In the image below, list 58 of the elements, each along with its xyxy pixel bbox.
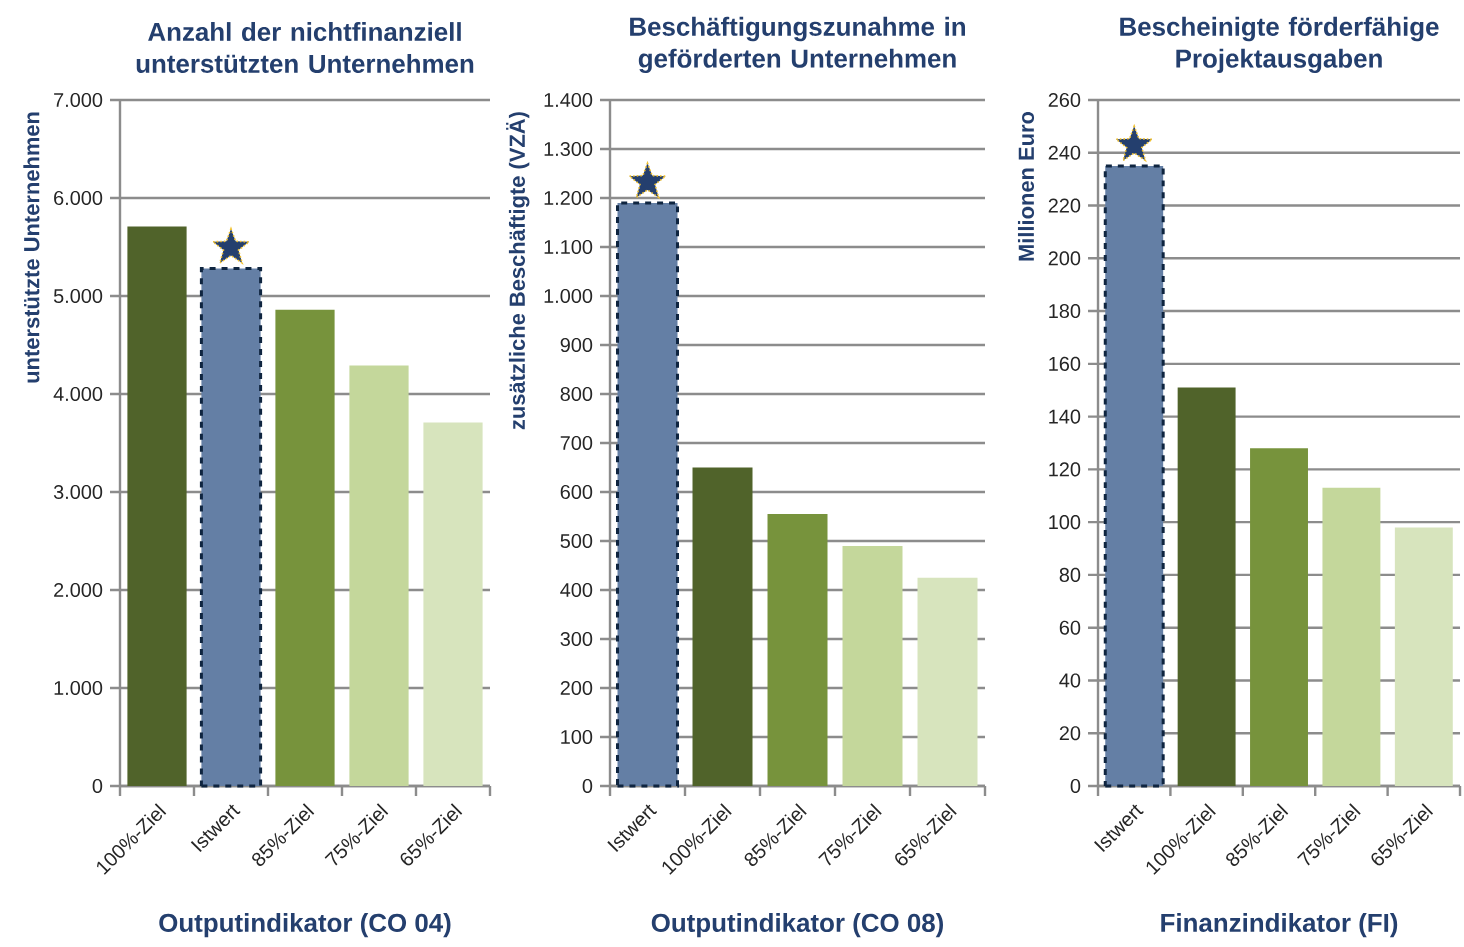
y-tick-label: 140 [1049,409,1081,424]
y-axis-title: zusätzliche Beschäftigte (VZÄ) [506,112,530,430]
y-tick-label: 100 [561,729,593,745]
y-tick-label: 2.000 [54,582,103,598]
y-tick-label: 300 [560,631,593,647]
y-tick-label: 240 [1048,145,1081,160]
y-tick-label: 20 [1059,726,1081,741]
bar [842,545,903,786]
y-tick-label: 80 [1059,567,1081,582]
chart-title: Anzahl der nichtfinanziell unterstützten Unternehmen [136,22,474,73]
y-tick-label: 160 [1049,356,1081,371]
y-tick-label: 400 [560,582,593,598]
y-tick-label: 500 [560,533,593,549]
y-tick-label: 6.000 [54,190,103,206]
y-tick-label: 60 [1059,620,1081,635]
y-tick-label: 220 [1048,198,1081,213]
y-tick-label: 260 [1048,92,1081,108]
y-tick-label: 1.300 [544,141,593,157]
x-axis-title: Finanzindikator (FI) [1161,913,1398,938]
y-axis-title: Millionen Euro [1017,111,1035,261]
y-tick-label: 0 [582,778,593,794]
x-axis-title: Outputindikator (CO 04) [159,913,451,938]
y-tick-label: 5.000 [53,288,103,304]
bar [767,514,828,786]
y-tick-label: 180 [1049,304,1081,319]
y-tick-label: 1.000 [54,680,103,696]
y-tick-label: 4.000 [53,386,103,402]
y-tick-label: 40 [1059,673,1081,688]
bar [1250,448,1308,786]
bar [692,467,753,786]
y-tick-label: 200 [560,680,593,696]
chart-title: Beschäftigungszunahme in geförderten Unternehmen [630,16,965,74]
bar [275,309,335,786]
y-tick-label: 200 [1048,251,1081,266]
bar [423,422,483,786]
bar [1394,527,1453,786]
bar [349,365,409,786]
y-tick-label: 700 [560,435,593,451]
y-tick-label: 3.000 [53,484,103,500]
y-tick-label: 1.000 [544,288,593,304]
y-tick-label: 0 [1070,778,1081,794]
bar [1177,387,1236,786]
y-tick-label: 900 [560,337,593,353]
y-tick-label: 1.400 [544,92,593,108]
y-tick-label: 0 [92,778,103,794]
y-tick-label: 600 [560,484,593,500]
y-axis-title: unterstützte Unternehmen [23,112,40,383]
y-tick-label: 120 [1049,462,1081,477]
bar [1322,487,1381,786]
y-tick-label: 100 [1049,515,1081,530]
y-tick-label: 1.100 [544,239,593,255]
y-tick-label: 1.200 [544,190,593,206]
bar [127,226,187,786]
x-axis-title: Outputindikator (CO 08) [651,913,943,938]
y-tick-label: 7.000 [54,92,103,108]
y-tick-label: 800 [560,386,593,402]
bar [917,577,978,786]
chart-title: Bescheinigte förderfähige Projektausgaben [1120,16,1439,74]
